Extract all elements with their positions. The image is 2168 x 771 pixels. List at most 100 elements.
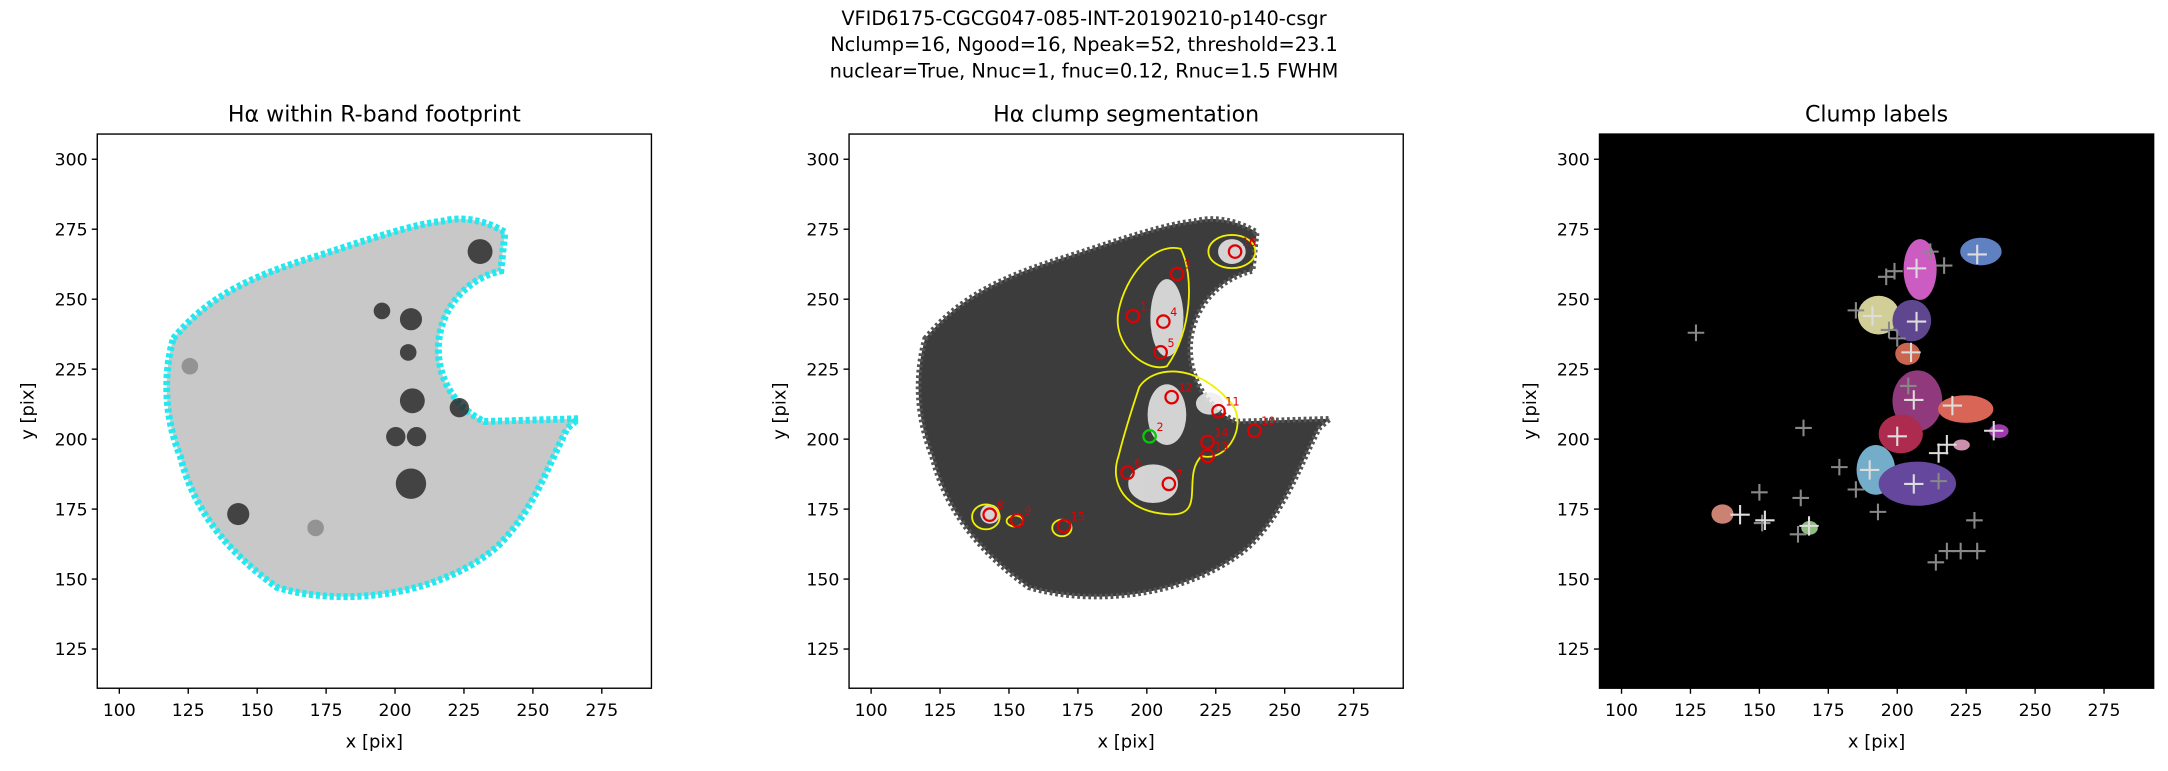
clump-center [1862, 306, 1883, 326]
clump-marker [1156, 314, 1171, 329]
clump-marker [1153, 345, 1168, 360]
clump-marker [1161, 476, 1177, 492]
y-tick-label: 150 [1557, 570, 1590, 590]
y-tick-label: 250 [55, 290, 88, 310]
clump-label: 4 [1170, 306, 1177, 319]
peak-marker [1930, 472, 1947, 490]
peak-marker [1899, 377, 1917, 395]
peak-marker [1927, 553, 1945, 571]
y-tick-label: 125 [1557, 640, 1590, 660]
clump-label: 14 [1214, 426, 1228, 439]
clump-center [1887, 426, 1907, 447]
clump-center [1906, 311, 1927, 332]
peak-marker [1888, 330, 1906, 347]
y-axis-label: y [pix] [769, 382, 790, 439]
x-axis-label: x [pix] [1097, 732, 1154, 753]
x-tick-label: 175 [1061, 701, 1094, 721]
clump-label: 13 [1214, 440, 1228, 453]
x-tick-label: 275 [585, 701, 618, 721]
clump-center [1904, 390, 1924, 410]
clump-label: 3 [1184, 258, 1191, 271]
x-tick-label: 200 [1130, 701, 1163, 721]
clump-marker [1056, 518, 1072, 534]
peak-marker [1952, 542, 1969, 560]
peak-marker [1751, 484, 1768, 501]
clump-marker [1247, 423, 1262, 439]
clump-label: 12 [1179, 382, 1193, 395]
y-tick-label: 150 [806, 570, 839, 590]
clump-label: 5 [1168, 337, 1175, 350]
clump-center [1730, 505, 1750, 525]
x-tick-label: 200 [1881, 701, 1914, 721]
peak-marker [1789, 525, 1807, 543]
y-tick-label: 125 [55, 640, 88, 660]
image-halpha [167, 219, 578, 597]
peak-marker [1880, 321, 1898, 339]
clump-label: 6 [1134, 457, 1141, 470]
peak-marker [1792, 489, 1810, 507]
y-tick-label: 175 [806, 500, 839, 520]
panel-title: Hα clump segmentation [993, 102, 1259, 128]
clump-marker [1169, 266, 1185, 282]
clump-center [1967, 244, 1987, 265]
axes-frame [96, 133, 653, 689]
panel-title: Clump labels [1805, 102, 1948, 128]
peak-marker [1753, 514, 1771, 532]
y-tick-label: 200 [1557, 430, 1590, 450]
clump-label: 7 [1176, 468, 1183, 481]
x-tick-label: 125 [172, 701, 205, 721]
x-tick-label: 200 [379, 701, 412, 721]
x-tick-label: 175 [1812, 701, 1845, 721]
peak-marker [1922, 243, 1939, 260]
suptitle: Nclump=16, Ngood=16, Npeak=52, threshold… [830, 33, 1338, 56]
clump-marker [1164, 389, 1179, 405]
y-tick-label: 225 [1557, 360, 1590, 380]
clump-marker [1211, 403, 1226, 419]
y-axis-label: y [pix] [1520, 382, 1541, 439]
clump-center [1928, 443, 1949, 463]
clump-marker [982, 507, 997, 523]
x-tick-label: 225 [1950, 701, 1983, 721]
x-axis-label: x [pix] [1848, 732, 1905, 753]
x-tick-label: 150 [241, 701, 274, 721]
clump-label: 10 [1261, 415, 1275, 428]
x-tick-label: 100 [855, 701, 888, 721]
peak-marker [1847, 481, 1865, 498]
suptitle: VFID6175-CGCG047-085-INT-20190210-p140-c… [841, 7, 1326, 30]
peak-marker [1966, 512, 1983, 529]
clump-label: 8 [997, 499, 1004, 512]
y-tick-label: 300 [806, 150, 839, 170]
peak-marker [1935, 257, 1953, 274]
y-tick-label: 250 [806, 290, 839, 310]
y-tick-label: 300 [55, 150, 88, 170]
clump-marker [1120, 465, 1135, 481]
peak-marker [1795, 419, 1812, 437]
clump-center [1906, 258, 1927, 279]
suptitle: nuclear=True, Nnuc=1, fnuc=0.12, Rnuc=1.… [830, 59, 1339, 82]
x-tick-label: 250 [2019, 701, 2052, 721]
y-tick-label: 175 [55, 500, 88, 520]
y-tick-label: 125 [806, 640, 839, 660]
x-tick-label: 150 [992, 701, 1025, 721]
y-tick-label: 150 [55, 570, 88, 590]
clump-center [1799, 516, 1819, 536]
clump-marker [1200, 448, 1215, 464]
clump-center [1937, 435, 1957, 455]
y-tick-label: 175 [1557, 500, 1590, 520]
x-axis-label: x [pix] [346, 732, 403, 753]
panel-title: Hα within R-band footprint [228, 102, 521, 128]
x-tick-label: 175 [310, 701, 343, 721]
clump-label: 1 [1140, 300, 1147, 313]
clump-center [1984, 421, 2004, 441]
y-tick-label: 275 [55, 220, 88, 240]
clump-center [1755, 510, 1775, 530]
x-tick-label: 125 [1674, 701, 1707, 721]
clump-center [1901, 342, 1921, 363]
peak-marker [1968, 542, 1986, 560]
y-tick-label: 275 [806, 220, 839, 240]
axes-frame [1598, 133, 2155, 689]
y-tick-label: 225 [806, 360, 839, 380]
peak-marker [1831, 458, 1848, 476]
y-tick-label: 300 [1557, 150, 1590, 170]
y-tick-label: 200 [55, 430, 88, 450]
